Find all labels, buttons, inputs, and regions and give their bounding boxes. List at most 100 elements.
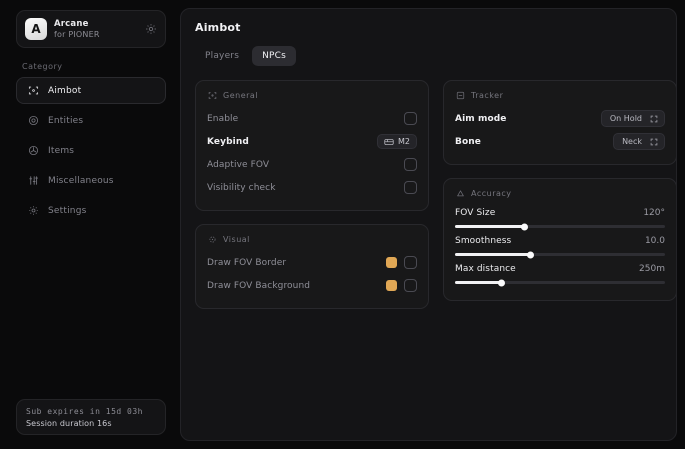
general-card-header: General bbox=[207, 90, 417, 100]
tab-players[interactable]: Players bbox=[205, 51, 240, 61]
row-adaptive-fov: Adaptive FOV bbox=[207, 153, 417, 176]
expand-icon bbox=[650, 115, 658, 123]
slider-header: Max distance 250m bbox=[455, 264, 665, 274]
tracker-card: Tracker Aim mode On Hold bbox=[443, 80, 676, 165]
sidebar-item-label: Miscellaneous bbox=[48, 175, 114, 186]
triangle-icon bbox=[455, 188, 465, 198]
adaptive-fov-checkbox[interactable] bbox=[404, 158, 417, 171]
slider-fill bbox=[455, 253, 531, 256]
mouse-icon bbox=[384, 138, 394, 146]
slider-track[interactable] bbox=[455, 251, 665, 258]
draw-fov-background-checkbox[interactable] bbox=[404, 279, 417, 292]
enable-checkbox[interactable] bbox=[404, 112, 417, 125]
frame-icon bbox=[455, 90, 465, 100]
row-label: Enable bbox=[207, 113, 239, 124]
slider-fill bbox=[455, 281, 502, 284]
gear-icon[interactable] bbox=[144, 23, 157, 36]
subscription-expiry: Sub expires in 15d 03h bbox=[26, 406, 143, 416]
general-card-title: General bbox=[223, 90, 259, 100]
bone-select[interactable]: Neck bbox=[613, 133, 665, 150]
row-keybind: Keybind M2 bbox=[207, 130, 417, 153]
brand-card[interactable]: A Arcane for PIONER bbox=[16, 10, 166, 48]
visibility-check-checkbox[interactable] bbox=[404, 181, 417, 194]
crosshair-icon bbox=[207, 90, 217, 100]
row-label: Visibility check bbox=[207, 182, 276, 193]
tab-npcs[interactable]: NPCs bbox=[252, 46, 297, 66]
slider-label: Smoothness bbox=[455, 236, 512, 246]
sidebar-item-label: Items bbox=[48, 145, 75, 156]
swatch-group bbox=[386, 256, 417, 269]
slider-header: Smoothness 10.0 bbox=[455, 236, 665, 246]
visual-card-header: Visual bbox=[207, 234, 417, 244]
sidebar-item-label: Aimbot bbox=[48, 85, 82, 96]
visual-card: Visual Draw FOV Border Draw FOV Backgrou… bbox=[195, 224, 429, 309]
accuracy-card-title: Accuracy bbox=[471, 188, 512, 198]
slider-knob bbox=[520, 223, 528, 230]
slider-value: 120° bbox=[643, 208, 665, 218]
session-duration: Session duration 16s bbox=[26, 418, 112, 428]
bone-value: Neck bbox=[622, 137, 642, 146]
slider-value: 250m bbox=[639, 264, 665, 274]
tab-bar: Players NPCs bbox=[195, 46, 662, 66]
draw-fov-border-checkbox[interactable] bbox=[404, 256, 417, 269]
gear-icon bbox=[27, 205, 39, 217]
row-draw-fov-border: Draw FOV Border bbox=[207, 251, 417, 274]
sliders-icon bbox=[27, 175, 39, 187]
row-label: Aim mode bbox=[455, 113, 507, 124]
keybind-value: M2 bbox=[398, 137, 410, 146]
page-title: Aimbot bbox=[195, 21, 241, 34]
sidebar-item-miscellaneous[interactable]: Miscellaneous bbox=[16, 167, 166, 194]
row-label: Bone bbox=[455, 136, 481, 147]
aim-mode-value: On Hold bbox=[609, 114, 642, 123]
row-visibility-check: Visibility check bbox=[207, 176, 417, 199]
slider-value: 10.0 bbox=[644, 236, 665, 246]
target-icon bbox=[27, 115, 39, 127]
sidebar: A Arcane for PIONER Category bbox=[8, 8, 174, 441]
slider-smoothness: Smoothness 10.0 bbox=[455, 233, 665, 261]
category-label: Category bbox=[22, 62, 63, 71]
slider-track[interactable] bbox=[455, 279, 665, 286]
accuracy-card-header: Accuracy bbox=[455, 188, 665, 198]
swatch-group bbox=[386, 279, 417, 292]
slider-label: Max distance bbox=[455, 264, 516, 274]
sidebar-item-items[interactable]: Items bbox=[16, 137, 166, 164]
expand-icon bbox=[650, 138, 658, 146]
crosshair-icon bbox=[27, 85, 39, 97]
sidebar-item-aimbot[interactable]: Aimbot bbox=[16, 77, 166, 104]
visual-card-title: Visual bbox=[223, 234, 250, 244]
fov-background-color-swatch[interactable] bbox=[386, 280, 397, 291]
brand-name: Arcane bbox=[54, 18, 89, 29]
row-label: Keybind bbox=[207, 136, 249, 147]
sidebar-item-entities[interactable]: Entities bbox=[16, 107, 166, 134]
row-aim-mode: Aim mode On Hold bbox=[455, 107, 665, 130]
row-bone: Bone Neck bbox=[455, 130, 665, 153]
sidebar-item-label: Settings bbox=[48, 205, 87, 216]
tracker-card-title: Tracker bbox=[471, 90, 504, 100]
brand-subtitle: for PIONER bbox=[54, 29, 100, 39]
eye-icon bbox=[207, 234, 217, 244]
subscription-card: Sub expires in 15d 03h Session duration … bbox=[16, 399, 166, 435]
settings-columns: General Enable Keybind bbox=[195, 80, 676, 309]
left-column: General Enable Keybind bbox=[195, 80, 429, 309]
row-draw-fov-background: Draw FOV Background bbox=[207, 274, 417, 297]
slider-label: FOV Size bbox=[455, 208, 496, 218]
slider-fov-size: FOV Size 120° bbox=[455, 205, 665, 233]
sidebar-item-label: Entities bbox=[48, 115, 84, 126]
slider-max-distance: Max distance 250m bbox=[455, 261, 665, 289]
row-label: Draw FOV Border bbox=[207, 257, 287, 268]
sidebar-nav: Aimbot Entities Items bbox=[8, 77, 174, 224]
app-logo: A bbox=[25, 18, 47, 40]
aim-mode-select[interactable]: On Hold bbox=[600, 110, 665, 127]
slider-track[interactable] bbox=[455, 223, 665, 230]
fov-border-color-swatch[interactable] bbox=[386, 257, 397, 268]
keybind-button[interactable]: M2 bbox=[377, 134, 417, 149]
row-enable: Enable bbox=[207, 107, 417, 130]
slider-knob bbox=[527, 251, 535, 258]
accuracy-card: Accuracy FOV Size 120° bbox=[443, 178, 676, 301]
right-column: Tracker Aim mode On Hold bbox=[443, 80, 676, 309]
row-label: Adaptive FOV bbox=[207, 159, 270, 170]
tracker-card-header: Tracker bbox=[455, 90, 665, 100]
sidebar-item-settings[interactable]: Settings bbox=[16, 197, 166, 224]
general-card: General Enable Keybind bbox=[195, 80, 429, 211]
